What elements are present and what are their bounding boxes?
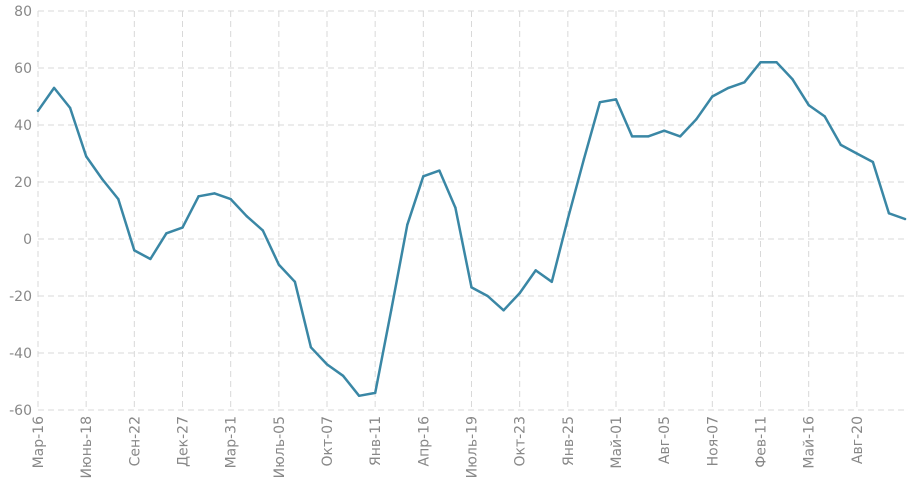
- data-point: [871, 160, 875, 164]
- data-point: [373, 391, 377, 395]
- data-point: [293, 280, 297, 283]
- data-point: [261, 229, 264, 232]
- data-point: [759, 61, 762, 64]
- x-tick-label: Янв-25: [561, 416, 577, 466]
- data-point: [839, 143, 842, 147]
- data-point: [775, 61, 778, 64]
- data-point: [406, 223, 409, 226]
- x-tick-label: Авг-20: [850, 416, 866, 464]
- data-point: [695, 118, 698, 121]
- grid-layer: [37, 10, 905, 411]
- x-tick-label: Июнь-18: [79, 416, 95, 479]
- x-tick-label: Мар-31: [224, 416, 240, 468]
- y-tick-label: -40: [9, 346, 32, 362]
- data-point: [679, 135, 682, 138]
- x-tick-label: Окт-07: [320, 416, 336, 467]
- data-point: [614, 98, 618, 101]
- data-point: [727, 86, 730, 90]
- y-tick-label: 40: [14, 118, 32, 134]
- x-tick-label: Сен-22: [127, 416, 143, 466]
- x-tick-label: Авг-05: [657, 416, 673, 464]
- data-point: [133, 249, 136, 252]
- y-tick-label: 60: [14, 61, 32, 77]
- data-point: [68, 106, 72, 110]
- data-point: [823, 115, 826, 118]
- data-point: [213, 192, 216, 195]
- data-point: [325, 363, 329, 366]
- series-layer: [36, 61, 907, 398]
- data-point: [903, 217, 907, 221]
- data-point: [52, 86, 56, 90]
- data-point: [711, 95, 714, 98]
- data-point: [887, 212, 891, 215]
- data-point: [357, 394, 361, 397]
- data-point: [518, 291, 521, 295]
- x-tick-label: Дек-27: [176, 416, 192, 467]
- x-tick-label: Янв-11: [368, 416, 384, 466]
- x-tick-label: Ноя-07: [705, 416, 721, 466]
- x-tick-label: Май-16: [802, 416, 818, 469]
- data-point: [662, 129, 666, 132]
- data-point: [390, 309, 393, 312]
- data-point: [181, 226, 184, 229]
- data-point: [245, 215, 248, 218]
- data-point: [646, 135, 650, 138]
- data-point: [438, 169, 441, 172]
- data-point: [534, 269, 537, 272]
- data-point: [422, 175, 425, 178]
- x-tick-label: Окт-23: [513, 416, 529, 467]
- data-point: [197, 195, 200, 198]
- y-tick-label: -60: [9, 403, 32, 419]
- data-point: [341, 374, 345, 377]
- y-axis-ticks: -60 -40 -20 0 20 40 60 80: [9, 4, 32, 419]
- x-tick-label: Май-01: [609, 416, 625, 469]
- data-point: [165, 232, 168, 235]
- x-axis-ticks: Мар-16 Июнь-18 Сен-22 Дек-27 Мар-31 Июль-05 Ок…: [31, 416, 866, 479]
- data-point: [117, 197, 120, 201]
- x-tick-label: Апр-16: [416, 416, 432, 467]
- data-point: [566, 217, 570, 221]
- data-point: [502, 309, 505, 312]
- x-tick-label: Июль-05: [272, 416, 288, 478]
- data-point: [486, 294, 489, 298]
- data-point: [309, 346, 313, 349]
- data-point: [36, 109, 40, 112]
- data-point: [791, 78, 794, 81]
- data-point: [807, 103, 810, 107]
- data-point: [470, 286, 473, 289]
- data-point: [454, 206, 457, 209]
- x-tick-label: Фев-11: [754, 416, 770, 468]
- data-point: [84, 155, 88, 158]
- data-point: [855, 152, 859, 155]
- x-tick-label: Мар-16: [31, 416, 47, 469]
- data-point: [630, 135, 634, 138]
- data-point: [149, 257, 152, 261]
- data-point: [101, 177, 104, 181]
- y-tick-label: 0: [23, 232, 32, 248]
- data-point: [229, 197, 232, 201]
- x-tick-label: Июль-19: [465, 416, 481, 478]
- y-tick-label: -20: [9, 289, 32, 305]
- data-point: [743, 81, 746, 84]
- data-point: [582, 158, 586, 161]
- data-point: [598, 101, 602, 104]
- y-tick-label: 20: [14, 175, 32, 191]
- data-point: [277, 263, 281, 266]
- y-tick-label: 80: [14, 4, 32, 20]
- data-point: [550, 280, 553, 283]
